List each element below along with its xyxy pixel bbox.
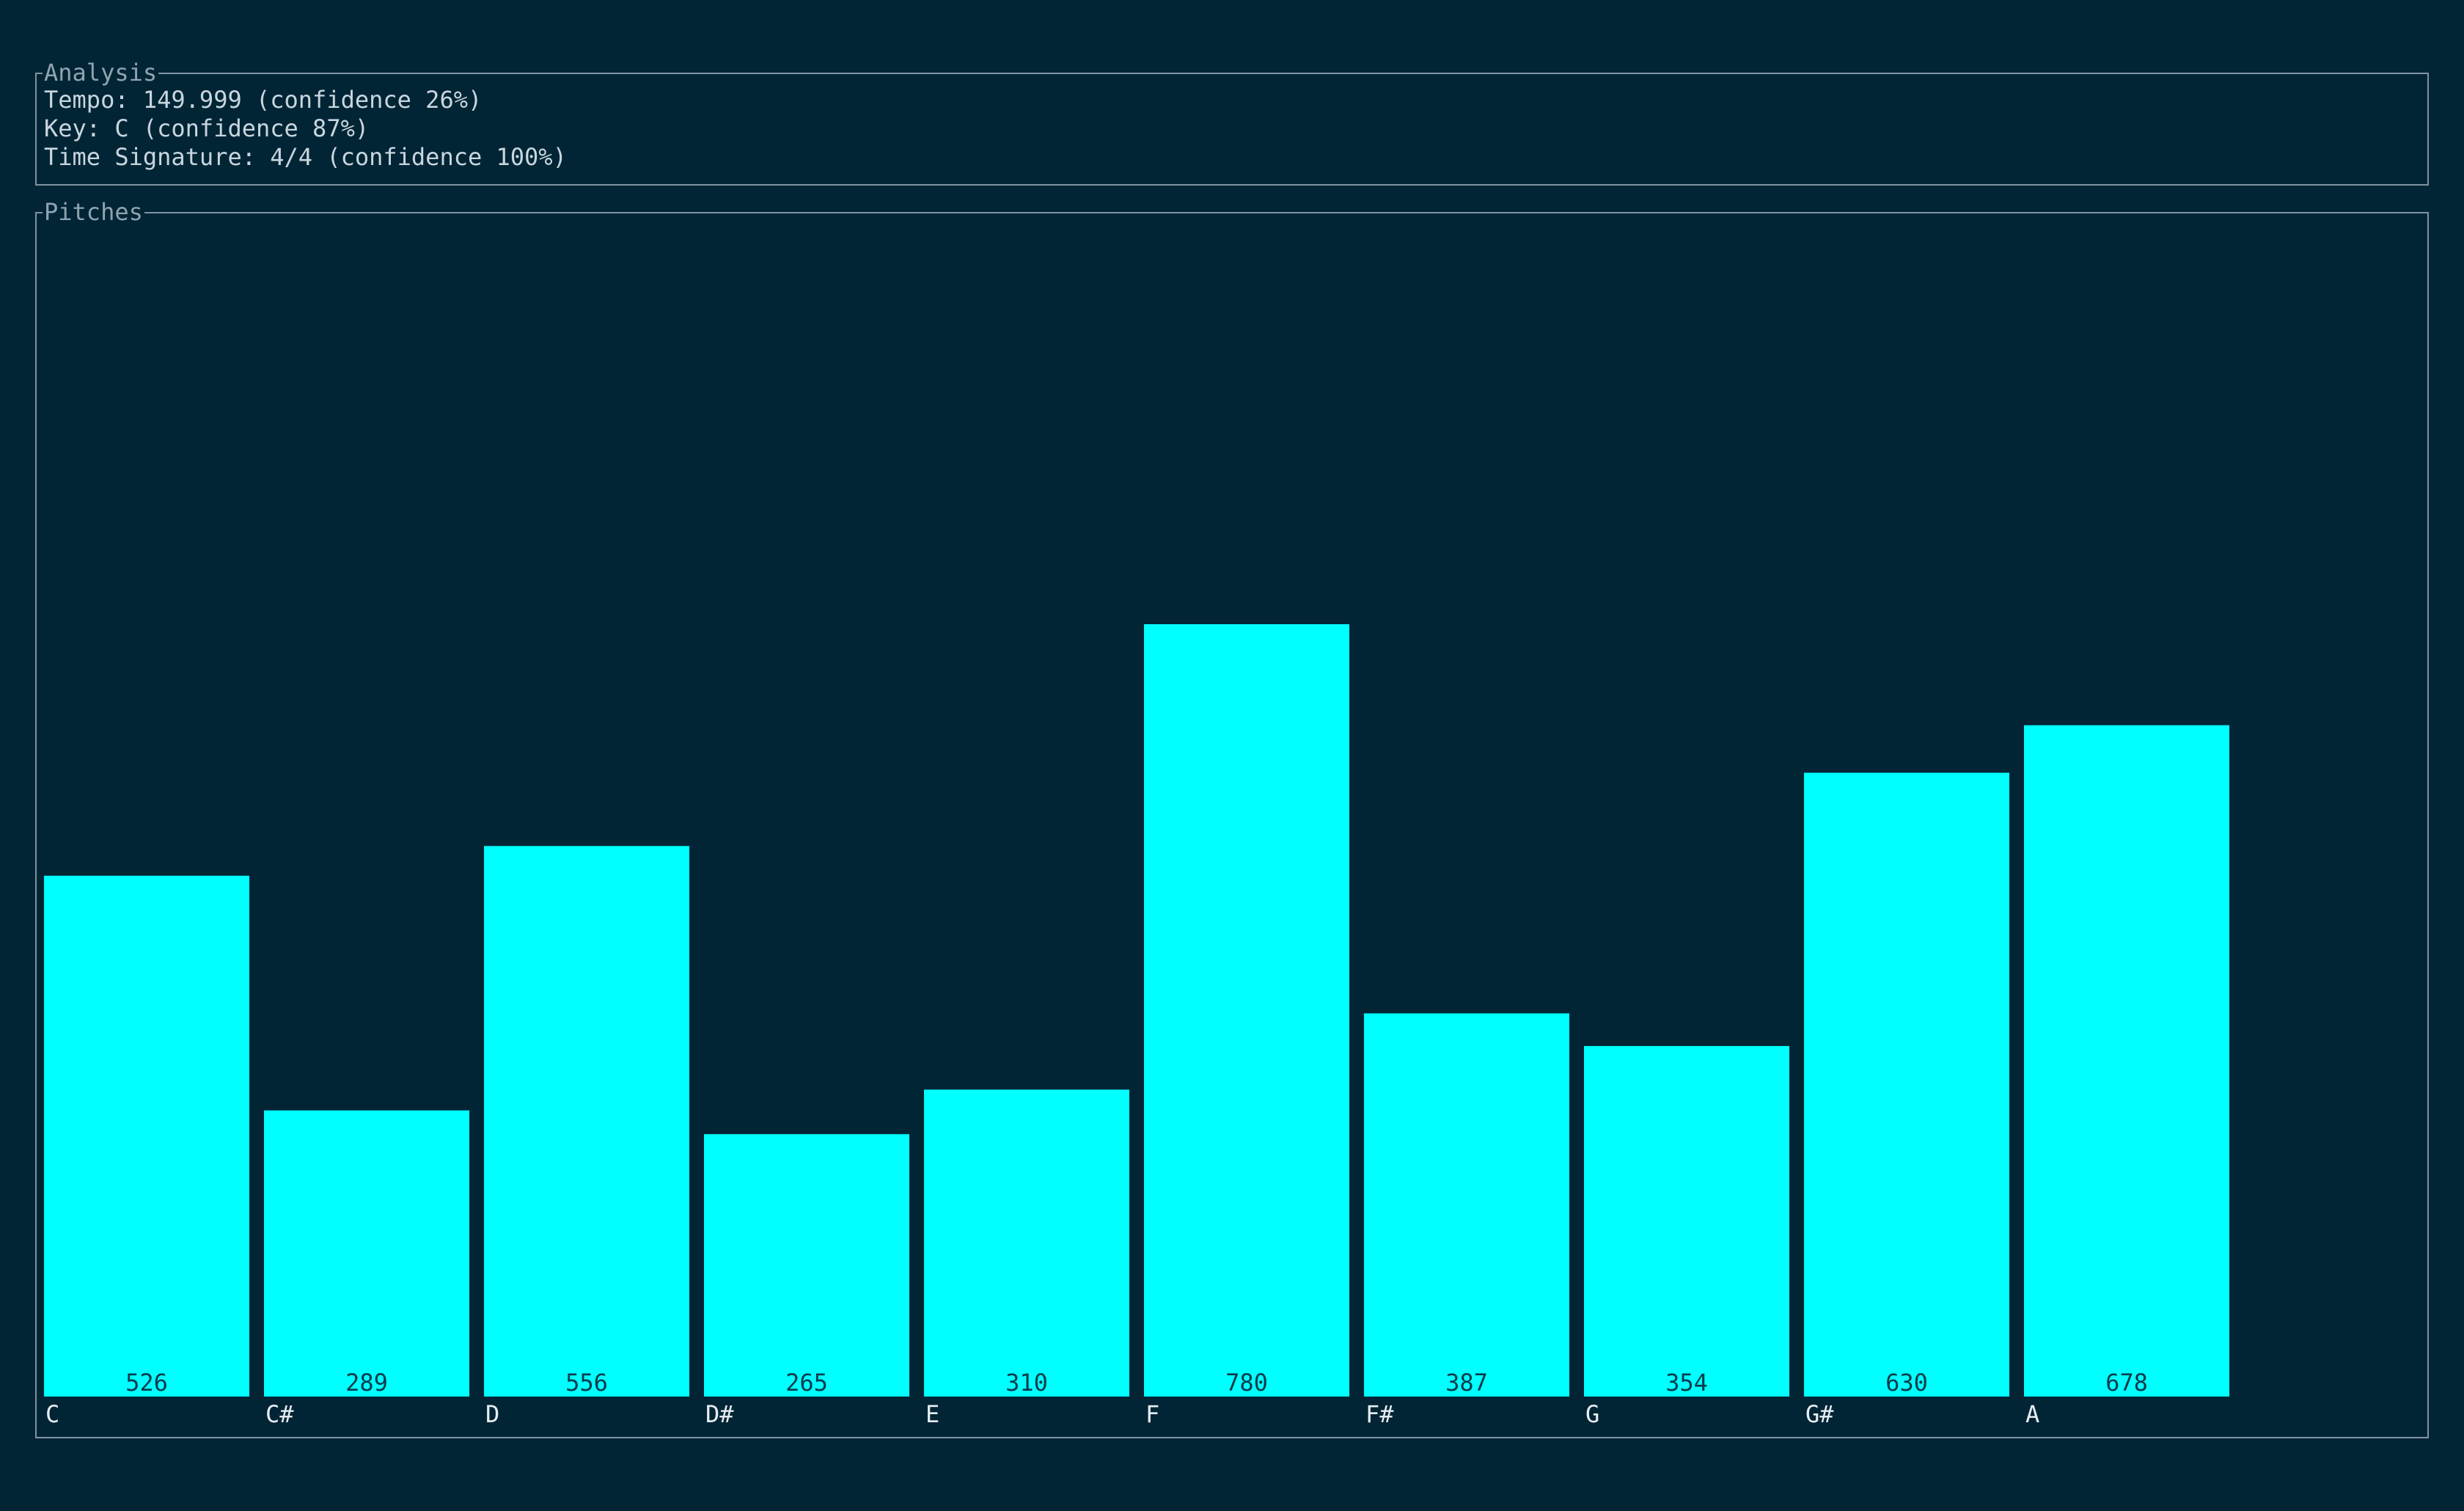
bar-e xyxy=(924,1089,1129,1397)
category-label: G# xyxy=(1805,1400,1834,1428)
category-label: A xyxy=(2025,1400,2039,1428)
time-signature-line: Time Signature: 4/4 (confidence 100%) xyxy=(44,143,567,171)
category-label: G xyxy=(1585,1400,1599,1428)
bar-d xyxy=(484,846,689,1397)
analysis-panel-title: Analysis xyxy=(43,58,159,87)
category-label: D xyxy=(485,1400,499,1428)
bar-value-label: 354 xyxy=(1665,1369,1708,1397)
bar-value-label: 630 xyxy=(1885,1369,1928,1397)
bar-value-label: 678 xyxy=(2105,1369,2148,1397)
analysis-lines: Tempo: 149.999 (confidence 26%) Key: C (c… xyxy=(44,86,567,172)
bar-c xyxy=(44,875,249,1397)
bar-f xyxy=(1144,624,1349,1397)
key-line: Key: C (confidence 87%) xyxy=(44,114,370,142)
category-label: C xyxy=(45,1400,59,1428)
bar-value-label: 310 xyxy=(1005,1369,1048,1397)
pitches-bar-chart: 526 C 289 C# 556 D 265 D# 310 E 780 F 387 F# 354 G 630 G#… xyxy=(44,624,2229,1428)
bar-value-label: 265 xyxy=(785,1369,828,1397)
bar-g xyxy=(1584,1046,1789,1397)
bar-c-sharp xyxy=(264,1110,469,1397)
pitches-panel-title: Pitches xyxy=(43,197,144,227)
analysis-panel: Analysis Tempo: 149.999 (confidence 26%)… xyxy=(35,58,2429,186)
bar-value-label: 780 xyxy=(1225,1369,1268,1397)
bar-f-sharp xyxy=(1364,1013,1569,1397)
tempo-line: Tempo: 149.999 (confidence 26%) xyxy=(44,86,483,114)
category-label: D# xyxy=(705,1400,734,1428)
pitches-panel: Pitches 526 C 289 C# 556 D 265 D# 310 E 780 F 387 F# 3… xyxy=(35,197,2429,1438)
bar-value-label: 526 xyxy=(125,1369,168,1397)
bar-value-label: 556 xyxy=(565,1369,608,1397)
bar-d-sharp xyxy=(704,1134,909,1397)
category-label: F xyxy=(1145,1400,1159,1428)
category-label: E xyxy=(925,1400,939,1428)
bar-value-label: 387 xyxy=(1445,1369,1488,1397)
category-label: C# xyxy=(265,1400,294,1428)
bar-g-sharp xyxy=(1804,772,2009,1397)
bar-value-label: 289 xyxy=(345,1369,388,1397)
category-label: F# xyxy=(1365,1400,1394,1428)
bar-a xyxy=(2024,725,2229,1397)
